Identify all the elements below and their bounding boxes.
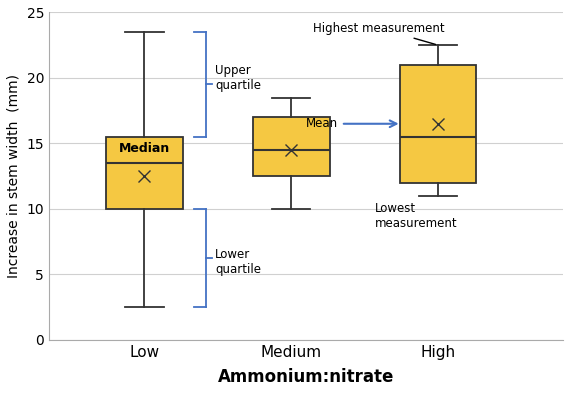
PathPatch shape: [106, 137, 182, 209]
Text: Lower
quartile: Lower quartile: [215, 248, 261, 276]
Text: Median: Median: [119, 142, 170, 155]
Text: Highest measurement: Highest measurement: [314, 22, 445, 44]
Text: Mean: Mean: [306, 117, 396, 130]
X-axis label: Ammonium:nitrate: Ammonium:nitrate: [218, 368, 394, 386]
PathPatch shape: [253, 117, 329, 176]
Y-axis label: Increase in stem width  (mm): Increase in stem width (mm): [7, 74, 21, 278]
PathPatch shape: [400, 65, 477, 183]
Text: Upper
quartile: Upper quartile: [215, 64, 261, 92]
Text: Lowest
measurement: Lowest measurement: [375, 202, 458, 230]
